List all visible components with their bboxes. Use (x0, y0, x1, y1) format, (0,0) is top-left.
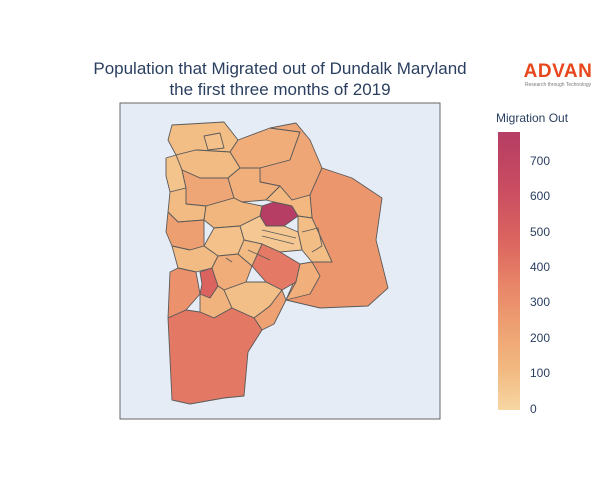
colorbar-title: Migration Out (496, 111, 569, 125)
colorbar-gradient (498, 132, 520, 410)
map-region-south-large[interactable] (167, 307, 263, 405)
colorbar-tick-label: 0 (530, 402, 537, 416)
advan-logo: ADVAN Research through Technology (523, 62, 593, 89)
colorbar-tick-label: 100 (530, 366, 551, 380)
colorbar-tick-label: 300 (530, 295, 551, 309)
colorbar-tick-label: 500 (530, 225, 551, 239)
colorbar-tick-label: 200 (530, 331, 551, 345)
map-region-south-east-pocket[interactable] (285, 261, 321, 301)
map-title: Population that Migrated out of Dundalk … (0, 58, 560, 100)
map-region-north-small-b[interactable] (203, 132, 225, 151)
colorbar-tick-label: 400 (530, 260, 551, 274)
map-title-line-2: the first three months of 2019 (169, 80, 391, 99)
colorbar-tick-label: 700 (530, 154, 551, 168)
colorbar-tick-label: 600 (530, 189, 551, 203)
logo-tagline: Research through Technology (524, 82, 592, 88)
logo-wordmark: ADVAN (523, 61, 593, 82)
map-title-line-1: Population that Migrated out of Dundalk … (93, 59, 467, 78)
road-lines (225, 227, 323, 263)
map-region-center-south-c[interactable] (237, 239, 263, 267)
